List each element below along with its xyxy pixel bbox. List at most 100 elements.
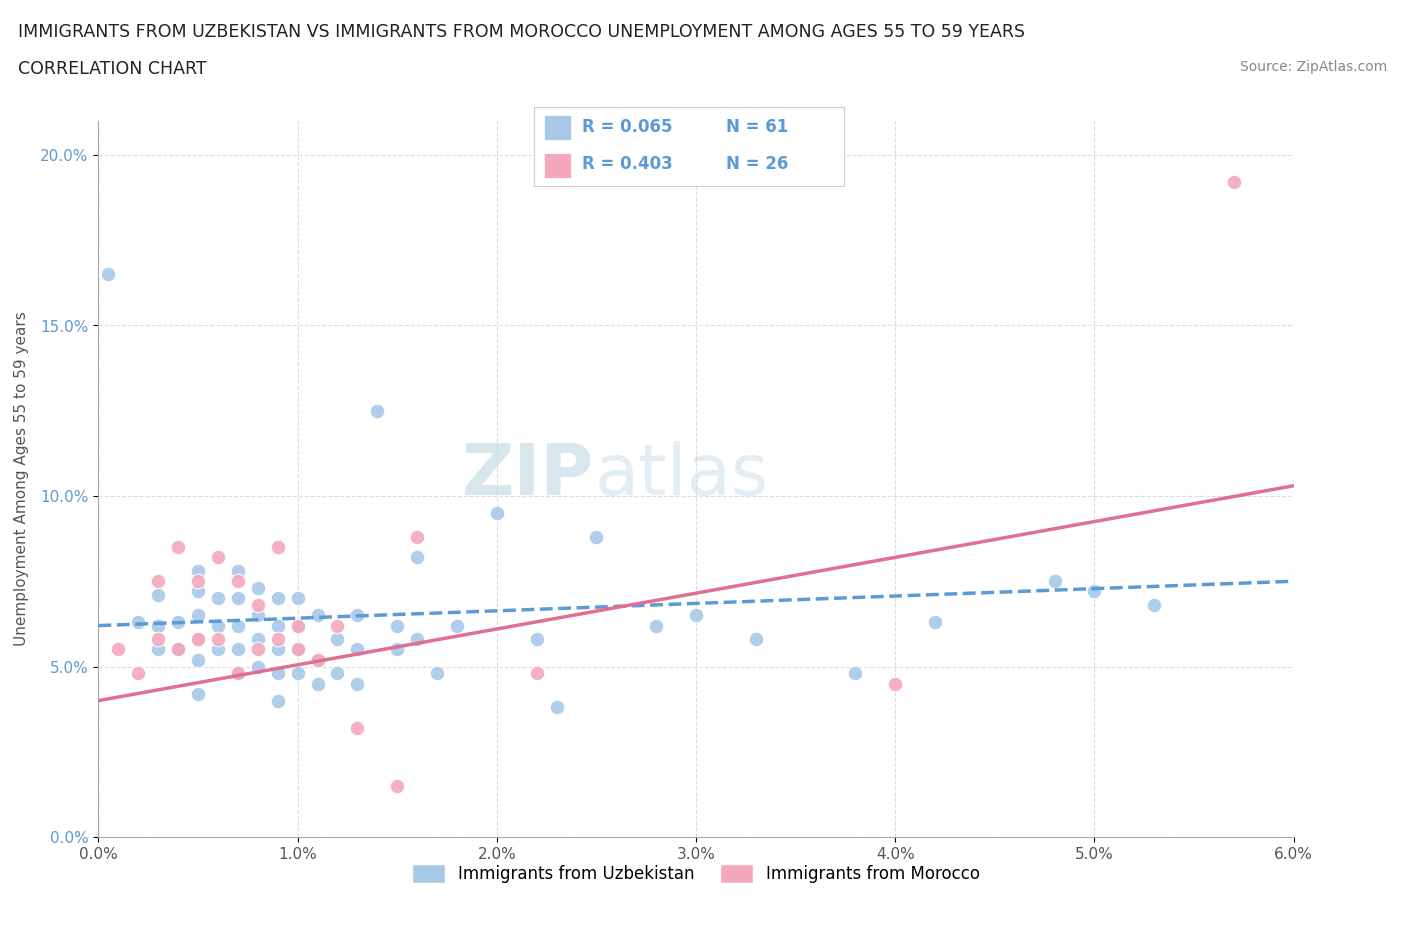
Point (187, 608, 209, 623)
Point (187, 652, 209, 667)
Point (385, 778, 409, 793)
Text: N = 26: N = 26 (725, 155, 789, 173)
Text: IMMIGRANTS FROM UZBEKISTAN VS IMMIGRANTS FROM MOROCCO UNEMPLOYMENT AMONG AGES 55: IMMIGRANTS FROM UZBEKISTAN VS IMMIGRANTS… (18, 23, 1025, 41)
Point (385, 642, 409, 657)
Point (406, 550, 429, 565)
Point (187, 574, 209, 589)
Point (226, 564, 249, 578)
Point (167, 615, 190, 630)
Point (187, 631, 209, 646)
Point (267, 666, 290, 681)
Text: ZIP: ZIP (463, 441, 595, 510)
Point (307, 676, 329, 691)
Point (326, 666, 349, 681)
Point (546, 700, 568, 715)
Point (287, 642, 309, 657)
Point (207, 631, 229, 646)
Point (187, 631, 209, 646)
Point (267, 631, 290, 646)
Text: N = 61: N = 61 (725, 118, 789, 136)
Point (844, 666, 866, 681)
Point (148, 631, 170, 646)
Point (585, 529, 607, 544)
Text: R = 0.065: R = 0.065 (582, 118, 672, 136)
Point (246, 659, 269, 674)
Point (645, 618, 668, 633)
Point (287, 642, 309, 657)
Legend: Immigrants from Uzbekistan, Immigrants from Morocco: Immigrants from Uzbekistan, Immigrants f… (405, 857, 987, 889)
Y-axis label: Unemployment Among Ages 55 to 59 years: Unemployment Among Ages 55 to 59 years (14, 312, 30, 646)
Point (148, 574, 170, 589)
Point (307, 608, 329, 623)
Point (267, 693, 290, 708)
Point (167, 539, 190, 554)
Point (326, 618, 349, 633)
Point (187, 584, 209, 599)
Point (246, 642, 269, 657)
Point (97, 267, 120, 282)
Point (485, 506, 508, 521)
Point (346, 642, 368, 657)
Point (1223, 175, 1246, 190)
Point (426, 666, 449, 681)
Point (207, 550, 229, 565)
Point (226, 642, 249, 657)
Point (346, 608, 368, 623)
Point (924, 615, 946, 630)
Point (745, 631, 768, 646)
Point (167, 642, 190, 657)
Point (148, 588, 170, 603)
Point (226, 666, 249, 681)
Point (267, 591, 290, 605)
Text: atlas: atlas (595, 441, 769, 510)
Point (326, 631, 349, 646)
Point (127, 666, 149, 681)
Point (307, 652, 329, 667)
FancyBboxPatch shape (544, 153, 571, 179)
Text: CORRELATION CHART: CORRELATION CHART (18, 60, 207, 78)
Point (1043, 574, 1066, 589)
Point (307, 652, 329, 667)
Point (267, 539, 290, 554)
Point (287, 666, 309, 681)
Point (226, 666, 249, 681)
Point (446, 618, 468, 633)
Point (148, 642, 170, 657)
Point (526, 666, 548, 681)
Point (187, 564, 209, 578)
Point (526, 631, 548, 646)
Point (187, 686, 209, 701)
Point (1143, 598, 1166, 613)
Point (167, 642, 190, 657)
Point (685, 608, 707, 623)
Point (287, 618, 309, 633)
Point (207, 591, 229, 605)
Point (267, 642, 290, 657)
Point (226, 574, 249, 589)
Point (226, 618, 249, 633)
Point (287, 618, 309, 633)
Point (406, 529, 429, 544)
Point (207, 642, 229, 657)
Point (127, 615, 149, 630)
Point (207, 618, 229, 633)
Text: Source: ZipAtlas.com: Source: ZipAtlas.com (1240, 60, 1388, 74)
Point (148, 618, 170, 633)
Point (246, 608, 269, 623)
Point (226, 591, 249, 605)
Point (246, 631, 269, 646)
Point (385, 618, 409, 633)
Point (346, 721, 368, 736)
Point (107, 642, 129, 657)
Point (267, 618, 290, 633)
Point (1083, 584, 1105, 599)
Point (406, 631, 429, 646)
Point (346, 676, 368, 691)
Point (246, 580, 269, 595)
Text: R = 0.403: R = 0.403 (582, 155, 673, 173)
FancyBboxPatch shape (544, 115, 571, 140)
Point (366, 404, 388, 418)
Point (884, 676, 907, 691)
Point (246, 598, 269, 613)
Point (287, 591, 309, 605)
